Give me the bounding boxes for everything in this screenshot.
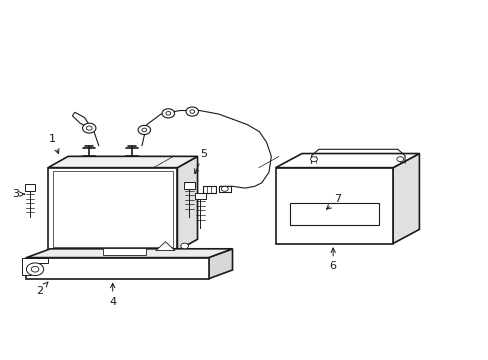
Text: 5: 5 <box>194 149 207 174</box>
Circle shape <box>138 125 150 135</box>
Circle shape <box>31 266 39 272</box>
Circle shape <box>26 263 43 276</box>
Polygon shape <box>208 249 232 279</box>
Circle shape <box>165 112 170 115</box>
Circle shape <box>82 123 96 133</box>
Bar <box>53 171 172 247</box>
Bar <box>195 193 205 199</box>
Polygon shape <box>156 242 175 251</box>
Text: 6: 6 <box>329 248 336 271</box>
Circle shape <box>181 243 188 249</box>
Circle shape <box>185 107 198 116</box>
Bar <box>275 168 392 243</box>
Bar <box>103 248 146 255</box>
Circle shape <box>189 110 194 113</box>
Circle shape <box>162 109 174 118</box>
Text: 7: 7 <box>326 194 341 209</box>
Polygon shape <box>275 153 419 168</box>
Polygon shape <box>392 153 419 243</box>
Bar <box>26 258 208 279</box>
Bar <box>218 186 230 192</box>
Polygon shape <box>48 156 197 168</box>
Bar <box>203 186 216 193</box>
Bar <box>184 183 194 189</box>
Circle shape <box>86 126 92 130</box>
Polygon shape <box>21 258 48 275</box>
Circle shape <box>310 157 317 162</box>
Text: 1: 1 <box>49 134 59 153</box>
Polygon shape <box>177 156 197 251</box>
Text: 4: 4 <box>109 283 116 307</box>
Circle shape <box>142 128 146 132</box>
Circle shape <box>396 157 403 162</box>
Bar <box>25 184 35 190</box>
Circle shape <box>221 186 228 191</box>
Bar <box>48 168 177 251</box>
Bar <box>289 203 378 225</box>
Text: 2: 2 <box>36 282 48 296</box>
Polygon shape <box>26 249 232 258</box>
Text: 3: 3 <box>12 189 24 199</box>
